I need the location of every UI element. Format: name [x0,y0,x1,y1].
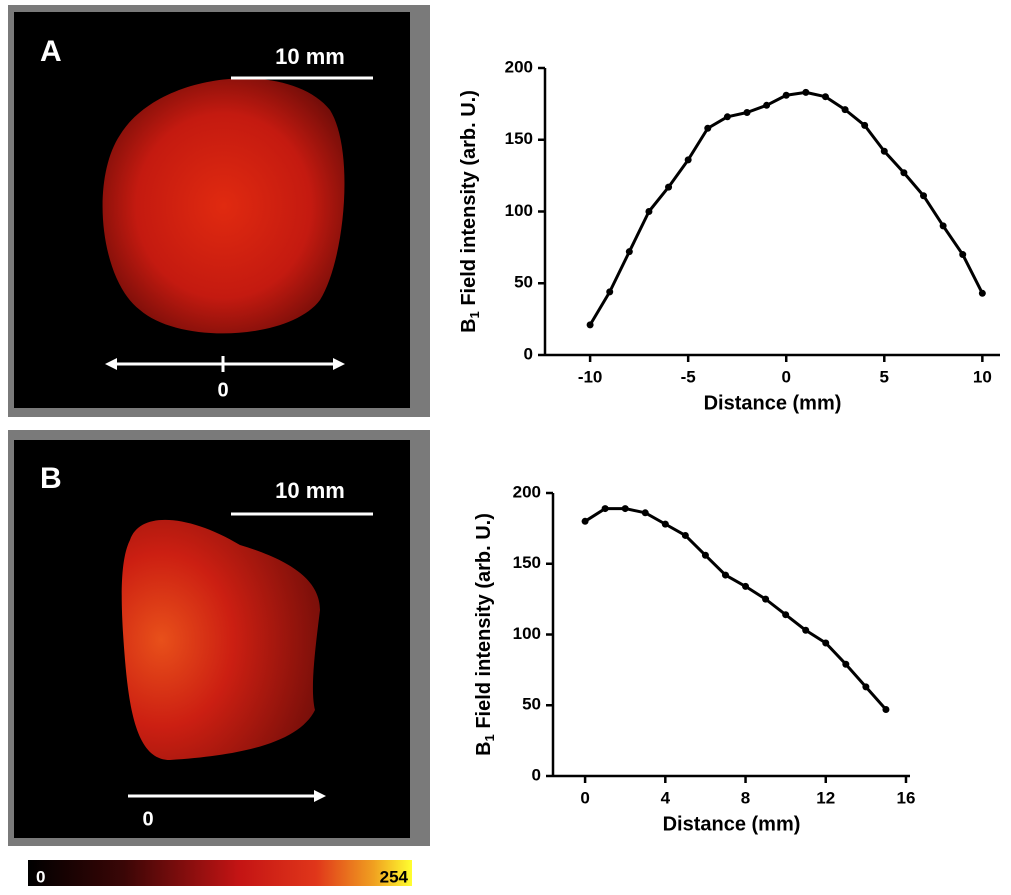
data-point [821,93,829,101]
colorbar [28,860,412,886]
y-label-subscript: 1 [467,311,482,318]
x-tick-label: 0 [781,367,790,386]
y-label-symbol: B [458,318,480,332]
data-point [684,156,692,164]
data-point [802,626,810,634]
data-point [978,289,986,297]
data-point [586,321,594,329]
data-point [606,288,614,296]
y-label-text: Field intensity (arb. U.) [458,90,480,311]
x-tick-label: 8 [741,788,750,807]
x-tick-label: 4 [661,788,671,807]
data-point [723,113,731,121]
colorbar-min: 0 [36,867,45,886]
data-point [782,91,790,99]
y-axis-label: B1 Field intensity (arb. U.) [473,513,497,756]
arrow-head [314,790,326,802]
scale-label: 10 mm [275,478,345,503]
data-point [701,551,709,559]
data-point [645,208,653,215]
data-point [601,505,609,513]
x-tick-label: -5 [681,367,696,386]
x-tick-label: 0 [580,788,589,807]
data-point [665,183,673,191]
data-point [762,595,770,603]
data-point [920,192,928,200]
data-point [704,124,712,132]
data-point [742,582,750,590]
y-tick-label: 100 [505,201,533,220]
data-point [880,147,888,155]
x-tick-label: 10 [973,367,992,386]
data-point [641,509,649,517]
x-axis-label: Distance (mm) [704,392,842,414]
field-map [102,78,345,334]
y-tick-label: 200 [513,482,541,501]
colorbar-max: 254 [380,867,409,886]
y-axis-label: B1 Field intensity (arb. U.) [458,90,482,333]
data-point [900,169,908,177]
data-point [782,611,790,619]
y-tick-label: 50 [514,273,533,292]
panel-label: A [40,35,62,68]
data-point [841,106,849,114]
data-point [959,251,967,259]
y-tick-label: 50 [522,695,541,714]
data-point [681,531,689,539]
data-point [802,88,810,96]
data-point [939,222,947,230]
y-label-symbol: B [473,741,495,755]
y-tick-label: 0 [532,765,541,784]
y-tick-label: 0 [524,344,533,363]
data-point [581,517,589,525]
data-point [842,660,850,668]
y-tick-label: 150 [505,129,533,148]
x-tick-label: -10 [578,367,603,386]
y-tick-label: 150 [513,553,541,572]
data-point [861,121,869,129]
data-line [584,507,888,711]
x-tick-label: 5 [880,367,889,386]
x-tick-label: 12 [816,788,835,807]
field-map [121,519,320,760]
y-tick-label: 200 [505,57,533,76]
data-point [822,639,830,647]
panel-label: B [40,462,62,495]
data-point [625,248,633,256]
y-label-text: Field intensity (arb. U.) [473,513,495,734]
scale-label: 10 mm [275,44,345,69]
data-point [743,108,751,116]
origin-label: 0 [142,808,153,830]
y-tick-label: 100 [513,624,541,643]
x-tick-label: 16 [897,788,916,807]
data-point [621,505,629,513]
y-label-subscript: 1 [482,734,497,741]
data-point [661,520,669,528]
data-point [862,683,870,691]
data-point [882,705,890,713]
data-point [763,101,771,109]
origin-label: 0 [217,379,228,401]
data-point [721,571,729,579]
x-axis-label: Distance (mm) [663,813,801,835]
